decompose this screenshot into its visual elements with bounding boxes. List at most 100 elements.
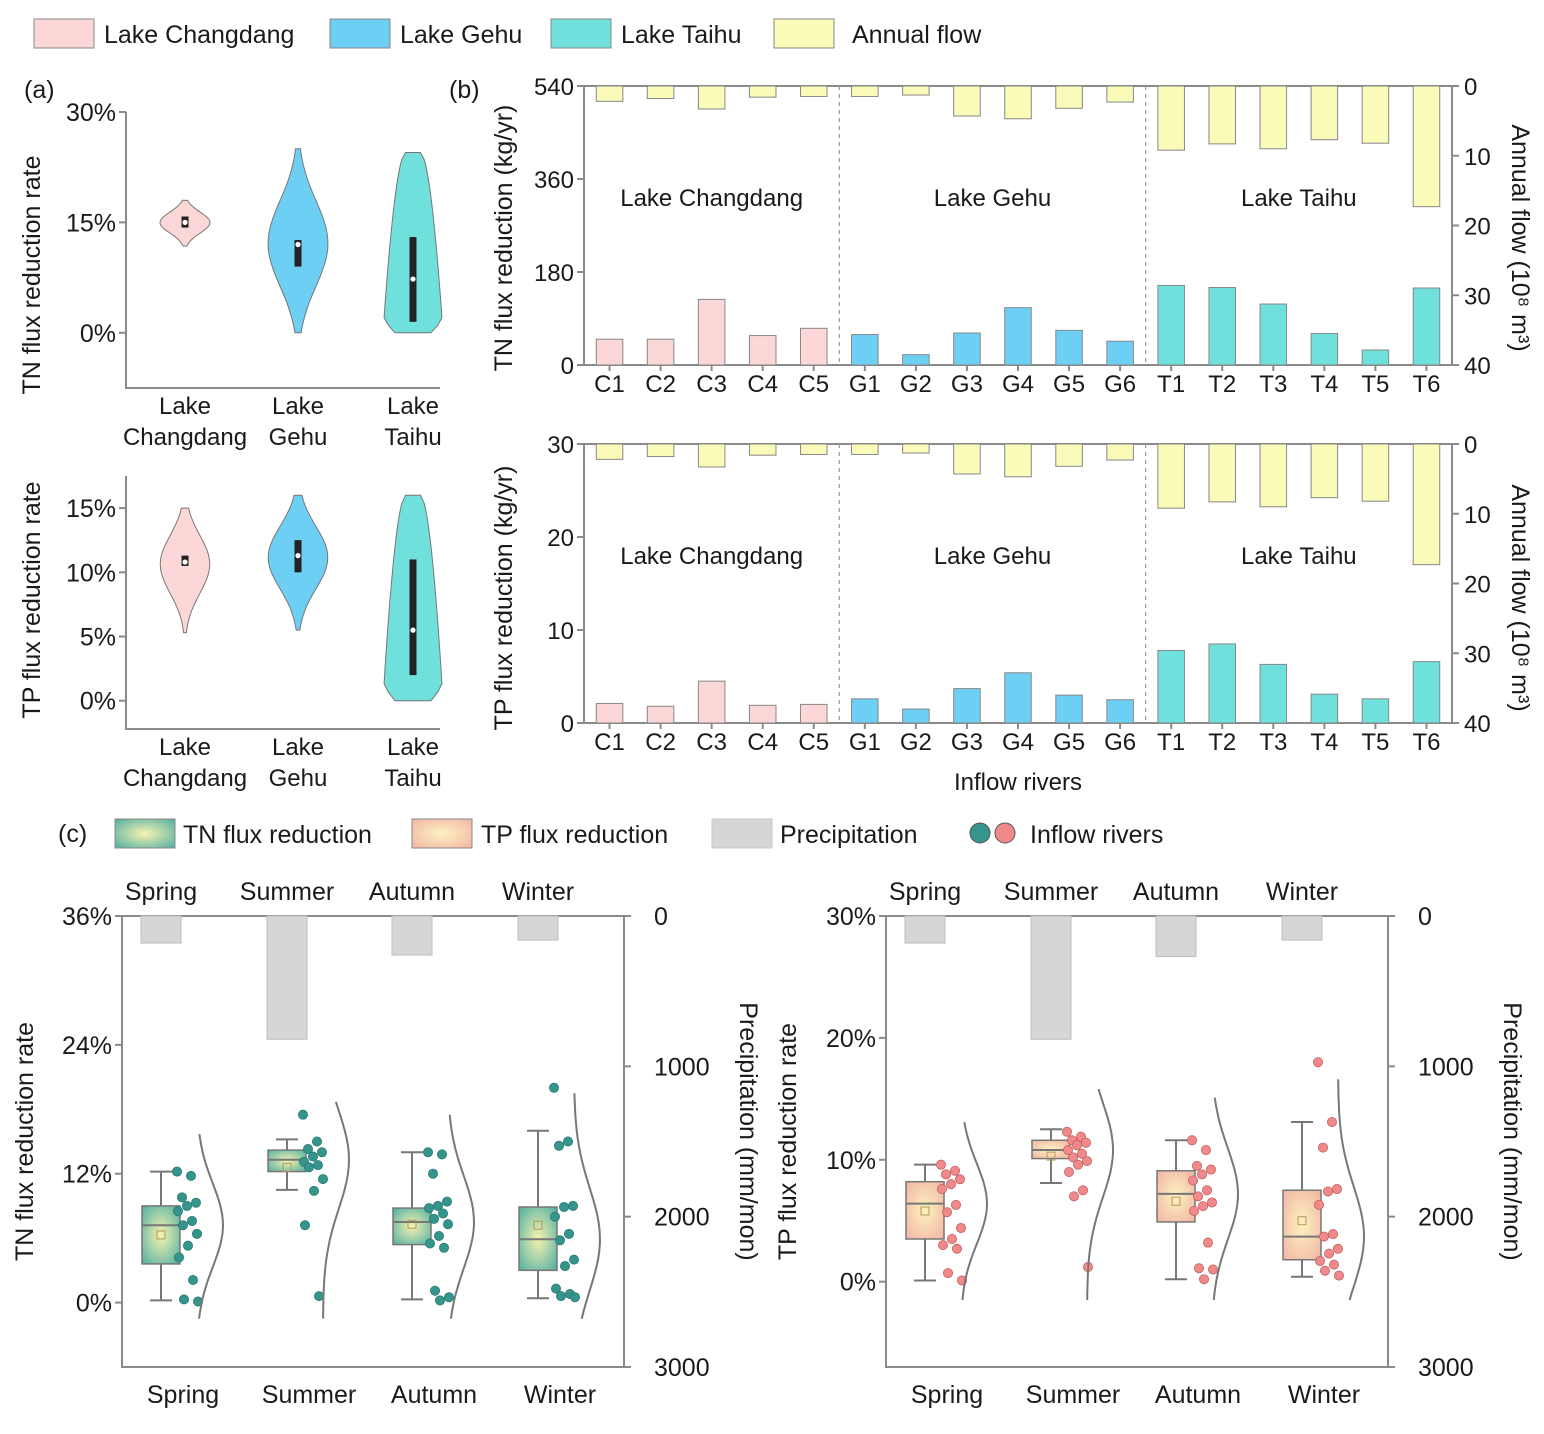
data-point [1329,1259,1340,1270]
legend-swatch-precip [711,818,773,849]
data-point [1320,1265,1331,1276]
data-point [1319,1231,1330,1242]
y-tick-label: 10 [547,618,574,645]
y2-tick-label: 20 [1464,572,1491,599]
y2-tick-label: 3000 [1418,1354,1474,1382]
x-category-label: Lake [159,734,211,761]
x-tick-label: G1 [849,371,881,398]
data-point [956,1223,967,1234]
legend-swatch-flow [773,18,835,49]
data-point [955,1174,966,1185]
bar-flow [1310,85,1339,141]
data-point [299,1220,310,1231]
season-top-label: Summer [240,878,334,906]
violin-median [410,627,416,633]
season-bottom-label: Summer [1026,1381,1120,1409]
data-point [312,1160,323,1171]
data-point [427,1168,438,1179]
y-tick-label: 15% [66,209,116,237]
x-tick-label: G4 [1002,371,1034,398]
x-tick-label: G1 [849,729,881,756]
bar-reduction [595,702,624,724]
density-curve [1212,1097,1240,1301]
legend-label-flow: Annual flow [852,21,982,49]
bar-flow [953,443,981,475]
data-point [1323,1186,1334,1197]
x-tick-label: C2 [645,371,676,398]
season-bottom-label: Winter [524,1381,596,1409]
x-tick-label: T2 [1208,729,1236,756]
box-mean [1171,1196,1181,1206]
violin-median [295,553,301,559]
data-point [1332,1184,1343,1195]
season-top-label: Spring [889,878,961,906]
x-category-label: Taihu [384,765,441,792]
legend-label-rivers: Inflow rivers [1030,821,1163,849]
precipitation-bar [904,915,946,944]
data-point [434,1295,445,1306]
x-tick-label: T3 [1259,371,1287,398]
data-point [1328,1229,1339,1240]
x-tick-label: C5 [798,729,829,756]
data-point [936,1159,947,1170]
x-tick-label: T1 [1157,371,1185,398]
x-tick-label: T4 [1310,371,1338,398]
bar-reduction [799,327,828,366]
y-tick-label: 30% [66,99,116,127]
bar-flow [1259,85,1288,150]
precipitation-bar [391,915,433,956]
legend-swatch-tp-box [411,818,473,849]
data-point [316,1147,327,1158]
data-point [938,1240,949,1251]
bar-flow [1055,85,1083,109]
y2-axis-title: Annual flow (10⁸ m³) [1506,124,1534,351]
data-point [937,1184,948,1195]
box-iqr [392,1207,432,1246]
bar-flow [1310,443,1339,499]
legend-label-taihu: Lake Taihu [621,21,741,49]
y-axis-title: TP flux reduction rate [18,481,46,718]
data-point [1082,1156,1093,1167]
x-tick-label: G3 [951,371,983,398]
data-point [177,1220,188,1231]
y-tick-label: 12% [62,1161,112,1189]
density-curve [1337,1079,1366,1301]
season-top-label: Winter [1266,878,1338,906]
bar-flow [1208,443,1237,503]
x-axis-title: Inflow rivers [954,769,1082,796]
season-bottom-label: Autumn [391,1381,477,1409]
data-point [555,1235,566,1246]
y-axis-title: TP flux reduction rate [774,1023,802,1260]
y2-tick-label: 30 [1464,283,1491,310]
data-point [1197,1169,1208,1180]
x-tick-label: G4 [1002,729,1034,756]
data-point [1081,1137,1092,1148]
box-mean [1046,1151,1056,1161]
bar-reduction [646,705,675,724]
y-tick-label: 180 [534,260,574,287]
bar-flow [1004,443,1032,478]
data-point [172,1206,183,1217]
bar-flow [1361,85,1390,144]
violin-median [182,559,188,565]
y2-tick-label: 20 [1464,214,1491,241]
group-label: Lake Gehu [934,543,1051,570]
bar-flow [902,443,930,454]
data-point [441,1196,452,1207]
data-point [1187,1135,1198,1146]
y2-tick-label: 0 [1418,903,1432,931]
data-point [186,1215,197,1226]
bar-flow [646,443,675,458]
bar-flow [1157,85,1185,151]
data-point [190,1197,201,1208]
data-point [1206,1164,1217,1175]
data-point [1202,1185,1213,1196]
violin-iqr [294,240,302,267]
y-tick-label: 0 [561,353,574,380]
data-point [436,1149,447,1160]
box-mean [920,1206,930,1216]
y2-tick-label: 40 [1464,711,1491,738]
x-tick-label: T1 [1157,729,1185,756]
legend-dot-tn [969,822,991,844]
bar-flow [1208,85,1237,145]
